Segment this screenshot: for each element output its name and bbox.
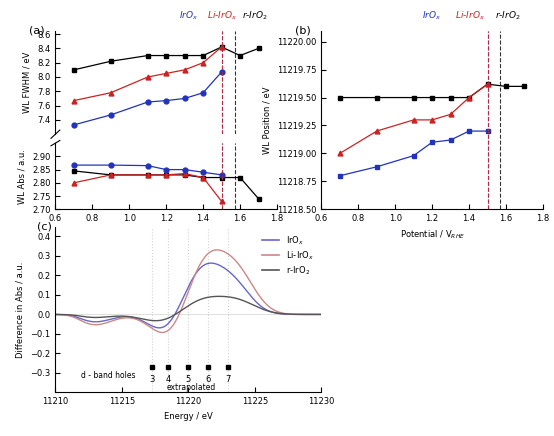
X-axis label: Potential / V$_{RHE}$: Potential / V$_{RHE}$: [399, 229, 465, 241]
Text: 3: 3: [150, 375, 155, 384]
Text: d - band holes: d - band holes: [81, 371, 136, 380]
Y-axis label: WL Position / eV: WL Position / eV: [262, 86, 271, 153]
Text: 5: 5: [186, 375, 191, 384]
Y-axis label: Difference in Abs / a.u.: Difference in Abs / a.u.: [16, 261, 25, 358]
Text: (b): (b): [295, 25, 310, 35]
Text: IrO$_x$: IrO$_x$: [423, 9, 442, 21]
X-axis label: Energy / eV: Energy / eV: [164, 412, 213, 421]
Text: Li-IrO$_x$: Li-IrO$_x$: [455, 9, 485, 21]
Text: 4: 4: [166, 375, 171, 384]
Text: 7: 7: [225, 375, 231, 384]
Text: r-IrO$_2$: r-IrO$_2$: [242, 10, 268, 22]
Text: r-IrO$_2$: r-IrO$_2$: [495, 9, 520, 21]
Legend: IrO$_x$, Li-IrO$_x$, r-IrO$_2$: IrO$_x$, Li-IrO$_x$, r-IrO$_2$: [259, 231, 317, 280]
Text: (c): (c): [37, 222, 52, 232]
Text: IrO$_x$: IrO$_x$: [179, 10, 198, 22]
Y-axis label: WL Abs / a.u.: WL Abs / a.u.: [18, 149, 27, 204]
Text: 6: 6: [206, 375, 211, 384]
Y-axis label: WL FWHM / eV: WL FWHM / eV: [23, 52, 32, 113]
Text: Li-IrO$_x$: Li-IrO$_x$: [207, 10, 237, 22]
Text: (a): (a): [29, 25, 44, 35]
X-axis label: Potential / V$_{RHE}$: Potential / V$_{RHE}$: [134, 229, 199, 241]
Text: extrapolated: extrapolated: [166, 383, 216, 392]
